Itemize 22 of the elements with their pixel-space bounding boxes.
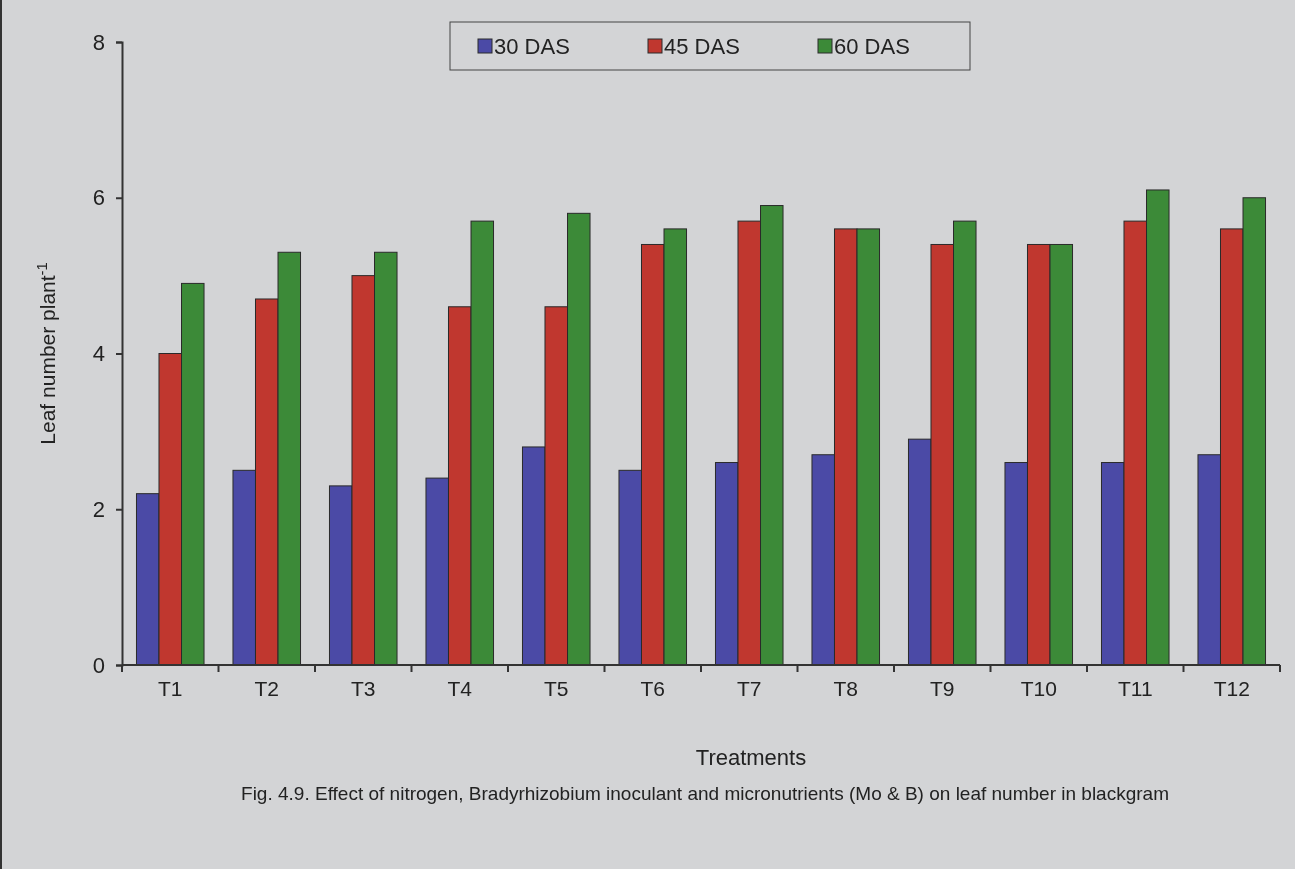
x-tick-label: T1 — [157, 677, 183, 700]
y-tick-label: 0 — [92, 652, 105, 678]
x-tick-label: T5 — [543, 677, 569, 700]
caption: Fig. 4.9. Effect of nitrogen, Bradyrhizobium inoculant and micronutrients (Mo & B) on leaf number in blackgram — [241, 783, 1169, 804]
y-tick-label: 2 — [92, 496, 105, 522]
x-tick-label: T2 — [254, 677, 280, 700]
y-tick-label: 4 — [92, 341, 105, 367]
x-tick-label: T11 — [1117, 677, 1153, 700]
x-tick-label: T6 — [640, 677, 666, 700]
x-tick-label: T3 — [350, 677, 376, 700]
x-tick-label: T9 — [929, 677, 955, 700]
legend-label: 60 DAS — [834, 34, 910, 59]
x-tick-label: T7 — [736, 677, 762, 700]
x-tick-label: T8 — [833, 677, 859, 700]
legend-label: 45 DAS — [664, 34, 740, 59]
x-tick-label: T12 — [1213, 677, 1250, 700]
y-tick-label: 6 — [92, 185, 105, 211]
x-axis-title: Treatments — [695, 745, 807, 770]
x-tick-label: T10 — [1020, 677, 1057, 700]
y-tick-label: 8 — [92, 29, 105, 55]
x-tick-label: T4 — [447, 677, 473, 700]
legend-label: 30 DAS — [494, 34, 570, 59]
